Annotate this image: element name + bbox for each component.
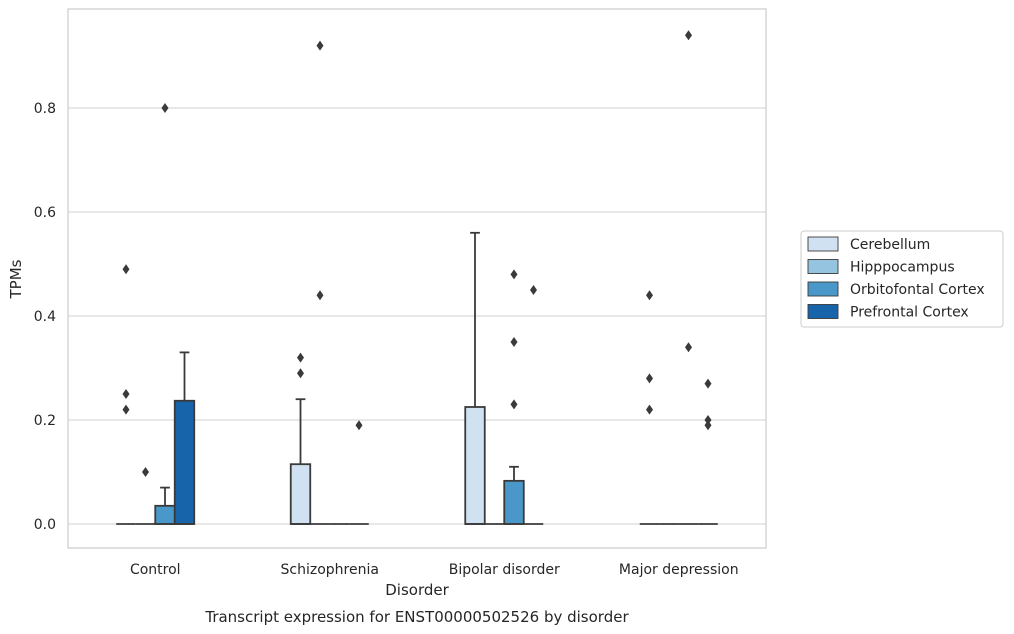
- outlier-point: [316, 40, 324, 51]
- box-cerebellum: [116, 264, 136, 525]
- legend-swatch: [807, 304, 839, 319]
- legend: Cerebellum Hipppocampus Orbitofontal Corte…: [800, 230, 1004, 328]
- x-tick-label: Schizophrenia: [281, 562, 379, 578]
- y-tick-label: 0.8: [34, 101, 56, 117]
- gridlines: [68, 107, 766, 525]
- box-prefrontal-cortex: [173, 351, 196, 525]
- chart-caption: Transcript expression for ENST0000050252…: [204, 608, 629, 626]
- box-body: [503, 479, 525, 525]
- outlier-point: [122, 264, 130, 275]
- plot-frame: [67, 8, 767, 549]
- y-tick-label: 0.4: [34, 309, 56, 325]
- x-axis-ticks: Control Schizophrenia Bipolar disorder Majo…: [130, 562, 739, 578]
- y-axis-title: TPMs: [7, 259, 25, 299]
- y-tick-label: 0.0: [34, 517, 56, 533]
- x-tick-label: Control: [130, 562, 181, 578]
- outlier-point: [142, 467, 149, 477]
- plot-area: [116, 30, 718, 525]
- box-cerebellum: [289, 352, 312, 525]
- legend-label: Cerebellum: [850, 237, 930, 253]
- outlier-point: [297, 352, 304, 363]
- box-orbitofontal-cortex: [678, 30, 699, 525]
- x-axis-title: Disorder: [385, 581, 449, 599]
- outlier-point: [646, 404, 653, 415]
- box-body: [173, 399, 196, 525]
- y-tick-label: 0.2: [34, 413, 56, 429]
- legend-label: Orbitofontal Cortex: [850, 282, 985, 298]
- outlier-point: [122, 389, 130, 399]
- outlier-point: [122, 404, 130, 415]
- box-body: [289, 463, 312, 525]
- box-orbitofontal-cortex: [503, 269, 525, 525]
- box-hipppocampus: [135, 467, 156, 525]
- box-prefrontal-cortex: [523, 285, 544, 525]
- outlier-point: [161, 103, 169, 113]
- outlier-point: [646, 373, 653, 384]
- box-prefrontal-cortex: [698, 378, 718, 525]
- legend-swatch: [807, 259, 839, 274]
- outlier-point: [355, 420, 363, 431]
- box-cerebellum: [639, 290, 660, 525]
- outlier-point: [530, 285, 537, 295]
- box-prefrontal-cortex: [349, 420, 369, 525]
- outlier-point: [510, 399, 518, 410]
- outlier-point: [704, 420, 712, 431]
- legend-swatch: [807, 236, 839, 252]
- y-tick-label: 0.6: [34, 205, 56, 221]
- x-tick-label: Bipolar disorder: [449, 562, 560, 578]
- outlier-point: [704, 378, 712, 389]
- outlier-point: [316, 290, 324, 301]
- box-body: [154, 504, 176, 525]
- legend-frame: [800, 230, 1004, 328]
- y-axis-ticks: 0.0 0.2 0.4 0.6 0.8: [34, 101, 56, 533]
- legend-swatch: [807, 281, 839, 297]
- outlier-point: [510, 269, 518, 280]
- outlier-point: [510, 337, 518, 347]
- outlier-point: [685, 30, 692, 41]
- outlier-point: [297, 368, 304, 379]
- outlier-point: [704, 415, 712, 425]
- outlier-point: [646, 290, 653, 301]
- legend-label: Prefrontal Cortex: [850, 305, 969, 321]
- x-tick-label: Major depression: [619, 562, 739, 578]
- box-orbitofontal-cortex: [154, 103, 176, 525]
- legend-label: Hipppocampus: [850, 260, 955, 276]
- box-body: [464, 406, 486, 525]
- outlier-point: [685, 342, 692, 353]
- box-hipppocampus: [310, 40, 330, 525]
- box-cerebellum: [464, 231, 486, 525]
